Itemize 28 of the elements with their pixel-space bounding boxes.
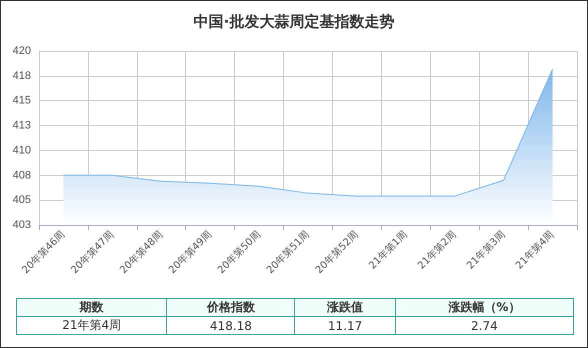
x-tick-label: 20年第46周 [20,228,68,276]
text: 418.18 [166,316,295,334]
x-tick-label: 20年第48周 [117,228,166,276]
y-tick-label: 415 [12,94,31,107]
x-tick-label: 21年第4周 [513,228,556,272]
x-tick-label: 20年第52周 [313,228,361,276]
text: 期数 [16,298,167,316]
y-tick-label: 408 [12,169,31,182]
text: 涨跌值 [294,298,396,316]
text: 2.74 [395,316,574,334]
chart-title: 中国·批发大蒜周定基指数走势 [194,12,394,30]
x-tick-label: 20年第51周 [264,228,312,276]
x-tick-label: 20年第47周 [68,228,116,276]
text: 价格指数 [166,298,295,316]
x-tick-label: 21年第1周 [366,228,410,272]
text: 11.17 [294,316,396,334]
y-tick-label: 405 [12,194,31,206]
x-tick-label: 21年第2周 [415,228,459,272]
y-tick-label: 410 [12,144,31,156]
x-tick-label: 20年第49周 [166,228,214,276]
x-tick-label: 20年第50周 [215,228,263,276]
y-tick-label: 403 [12,219,31,231]
y-tick-label: 413 [12,120,31,132]
y-tick-label: 420 [12,45,31,57]
y-tick-label: 418 [12,70,31,82]
text: 21年第4周 [16,316,167,334]
x-tick-label: 21年第3周 [464,228,508,272]
text: 涨跌幅（%） [395,298,574,316]
